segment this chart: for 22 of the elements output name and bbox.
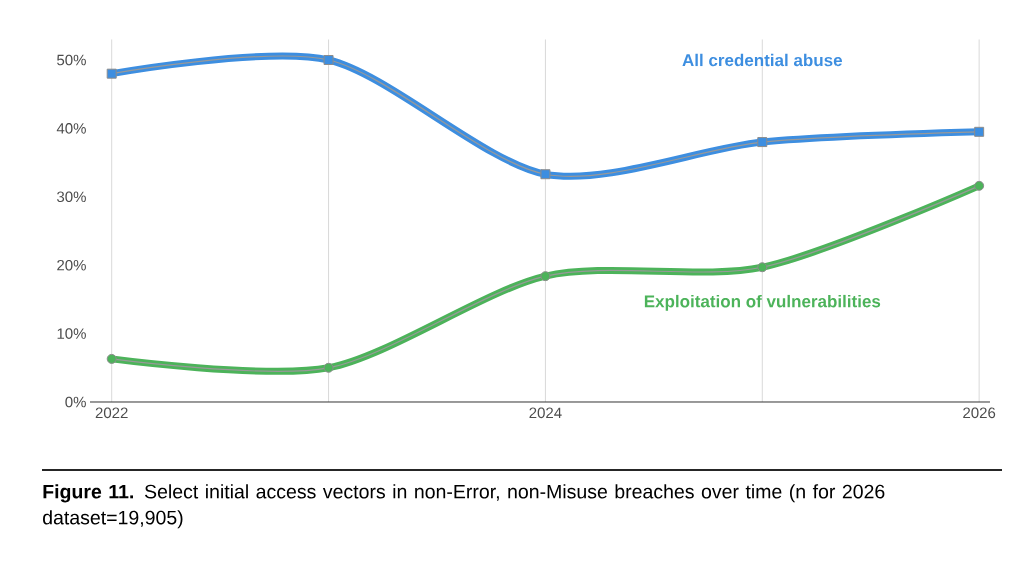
point — [540, 271, 551, 282]
x-tick-label: 2022 — [95, 407, 128, 419]
point — [974, 126, 985, 137]
y-tick-label: 30% — [57, 191, 86, 203]
point — [106, 353, 117, 364]
y-tick-label: 0% — [65, 396, 86, 408]
y-tick-label: 50% — [57, 54, 86, 66]
point — [540, 169, 551, 180]
y-tick-label: 20% — [57, 259, 86, 271]
x-tick-label: 2026 — [963, 407, 996, 419]
point — [106, 68, 117, 79]
y-tick-label: 40% — [56, 123, 86, 134]
point — [757, 137, 768, 148]
point — [323, 55, 334, 65]
x-tick-label: 2024 — [529, 407, 562, 419]
point — [974, 180, 985, 191]
text: All credential abuse — [682, 53, 843, 67]
point — [757, 262, 768, 273]
text: Figure 11. Select initial access vectors in non-Error, non-Misuse breaches over time (n for 2026 dataset=19,905) — [43, 484, 885, 529]
point — [323, 362, 334, 373]
y-tick-label: 10% — [57, 328, 86, 339]
series-label: Exploitation of vulnerabilities — [644, 294, 881, 311]
